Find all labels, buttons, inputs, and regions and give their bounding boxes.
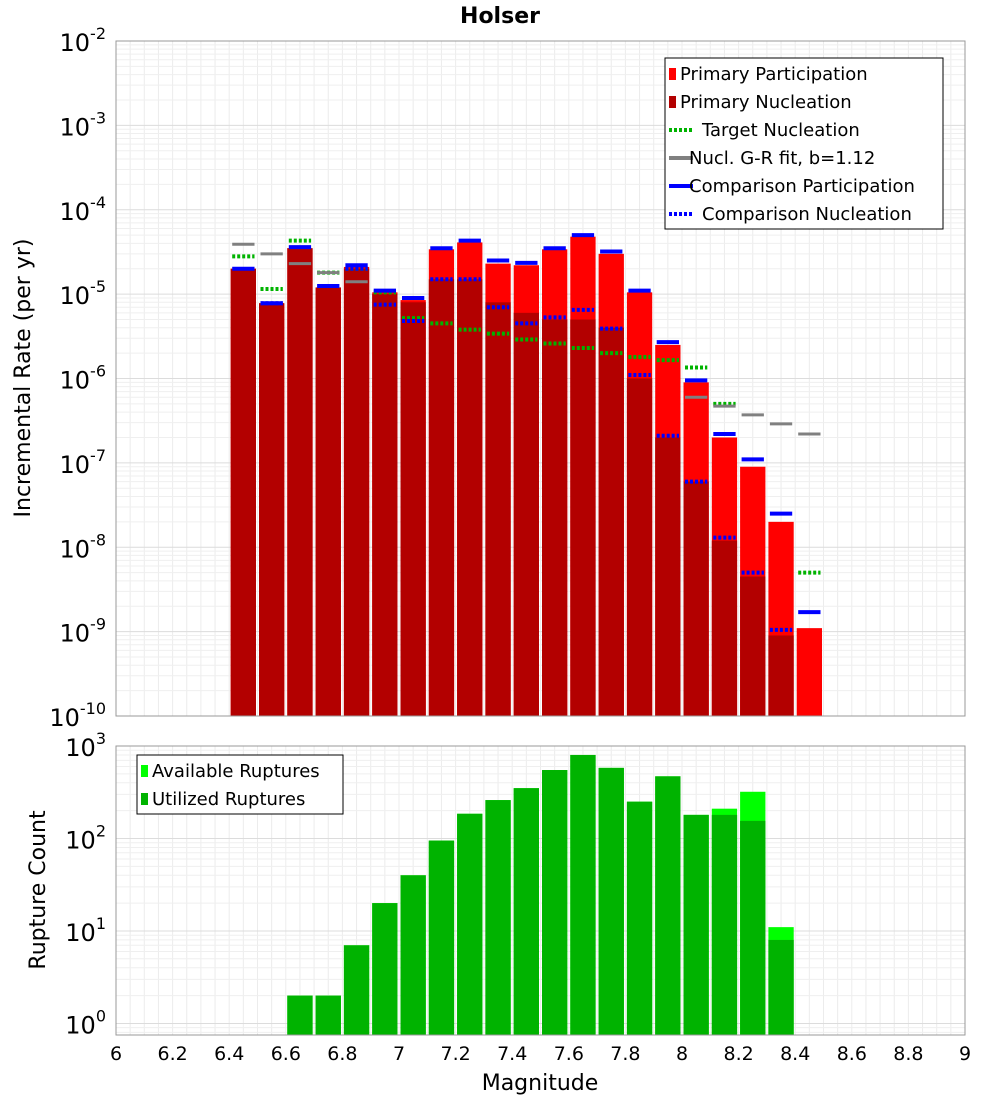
x-tick-label: 8.2	[723, 1043, 753, 1065]
top-y-tick-label: 10-10	[49, 699, 106, 732]
x-tick-label: 7	[393, 1043, 405, 1065]
top-legend-label: Comparison Nucleation	[702, 204, 912, 225]
bar-utilized-ruptures	[683, 814, 709, 1035]
bottom-legend-swatch	[141, 793, 148, 805]
bar-primary-nucleation	[259, 303, 285, 716]
x-tick-label: 6.8	[327, 1043, 357, 1065]
bar-primary-nucleation	[570, 319, 596, 716]
bar-utilized-ruptures	[428, 840, 455, 1035]
bar-primary-nucleation	[315, 287, 341, 716]
x-tick-label: 6.6	[271, 1043, 301, 1065]
bar-utilized-ruptures	[655, 776, 681, 1035]
bottom-y-tick-label: 101	[65, 914, 106, 947]
bottom-y-tick-label: 100	[65, 1006, 106, 1039]
x-axis-label: Magnitude	[482, 1071, 599, 1096]
x-tick-label: 7.4	[497, 1043, 527, 1065]
top-plot-bars	[230, 236, 822, 717]
top-y-ticks: 10-2 10-3 10-4 10-5 10-6 10-7 10-8 10-9 10-10	[49, 24, 106, 732]
bar-utilized-ruptures	[372, 903, 398, 1035]
top-plot-levels	[232, 233, 821, 632]
bar-primary-nucleation	[457, 279, 483, 716]
bar-utilized-ruptures	[513, 788, 539, 1035]
top-y-tick-label: 10-7	[60, 446, 107, 479]
top-legend-label: Primary Nucleation	[680, 92, 852, 113]
bottom-legend-label: Utilized Ruptures	[152, 789, 305, 810]
top-legend: Primary Participation Primary Nucleation T…	[664, 57, 944, 230]
bar-primary-nucleation	[343, 268, 370, 716]
bar-primary-nucleation	[230, 268, 256, 716]
top-y-tick-label: 10-8	[60, 530, 107, 563]
bar-primary-nucleation	[711, 540, 738, 716]
bar-primary-nucleation	[485, 302, 511, 716]
bar-primary-nucleation	[287, 248, 313, 717]
x-tick-label: 6	[110, 1043, 122, 1065]
bar-primary-nucleation	[768, 635, 794, 716]
bottom-legend-label: Available Ruptures	[152, 761, 320, 782]
x-tick-label: 8.8	[893, 1043, 923, 1065]
bottom-legend-swatch	[141, 765, 148, 777]
top-legend-label: Comparison Participation	[689, 176, 915, 197]
top-y-tick-label: 10-5	[60, 277, 107, 310]
bar-utilized-ruptures	[400, 875, 426, 1035]
bar-utilized-ruptures	[287, 995, 313, 1035]
bar-utilized-ruptures	[598, 767, 624, 1035]
x-tick-label: 6.2	[157, 1043, 187, 1065]
bottom-y-tick-label: 103	[65, 729, 106, 762]
bar-utilized-ruptures	[315, 995, 341, 1035]
bottom-plot-frame	[115, 745, 966, 1036]
bar-utilized-ruptures	[343, 945, 370, 1035]
top-y-tick-label: 10-4	[60, 193, 107, 226]
top-plot-frame	[115, 40, 966, 717]
top-legend-label: Target Nucleation	[701, 120, 860, 141]
bar-primary-nucleation	[513, 312, 539, 716]
bottom-y-tick-label: 102	[65, 821, 106, 854]
top-legend-label: Nucl. G-R fit, b=1.12	[689, 148, 875, 169]
bottom-legend-box	[136, 754, 344, 815]
bar-primary-nucleation	[372, 294, 398, 716]
bar-primary-nucleation	[655, 437, 681, 716]
bar-primary-nucleation	[683, 481, 709, 716]
x-tick-label: 7.8	[610, 1043, 640, 1065]
x-tick-label: 9	[959, 1043, 971, 1065]
bar-utilized-ruptures	[542, 770, 568, 1035]
bar-utilized-ruptures	[711, 814, 738, 1035]
bar-primary-nucleation	[428, 279, 455, 716]
bar-utilized-ruptures	[768, 939, 794, 1035]
x-tick-label: 8	[676, 1043, 688, 1065]
bar-utilized-ruptures	[626, 801, 653, 1035]
bar-utilized-ruptures	[740, 820, 766, 1035]
bar-utilized-ruptures	[485, 800, 511, 1035]
top-legend-label: Primary Participation	[680, 64, 868, 85]
bar-primary-nucleation	[740, 576, 766, 716]
top-y-tick-label: 10-6	[60, 362, 107, 395]
bottom-plot-bars	[287, 754, 794, 1035]
top-legend-swatch	[669, 68, 676, 80]
bar-utilized-ruptures	[457, 813, 483, 1035]
bar-primary-participation	[796, 628, 822, 716]
bar-primary-nucleation	[542, 319, 568, 716]
bottom-legend: Available Ruptures Utilized Ruptures	[136, 754, 344, 815]
bottom-y-ticks: 103 102 101 100	[65, 729, 106, 1039]
bar-primary-nucleation	[598, 327, 624, 716]
x-ticks: 6 6.2 6.4 6.6 6.8 7 7.2 7.4 7.6 7.8 8 8.2 8.4 8.6 8.8 9	[110, 1043, 971, 1065]
top-legend-box	[664, 57, 944, 230]
top-legend-swatch	[669, 96, 676, 108]
top-y-tick-label: 10-9	[60, 615, 107, 648]
top-y-tick-label: 10-2	[60, 24, 107, 57]
x-tick-label: 7.6	[554, 1043, 584, 1065]
chart-title: Holser	[460, 4, 540, 29]
bar-utilized-ruptures	[570, 754, 596, 1035]
top-y-tick-label: 10-3	[60, 108, 107, 141]
x-tick-label: 7.2	[440, 1043, 470, 1065]
x-tick-label: 6.4	[214, 1043, 244, 1065]
bottom-y-axis-label: Rupture Count	[26, 810, 51, 970]
bar-primary-nucleation	[400, 302, 426, 716]
x-tick-label: 8.4	[780, 1043, 810, 1065]
x-tick-label: 8.6	[837, 1043, 867, 1065]
top-y-axis-label: Incremental Rate (per yr)	[11, 239, 36, 518]
bar-primary-nucleation	[626, 378, 653, 716]
